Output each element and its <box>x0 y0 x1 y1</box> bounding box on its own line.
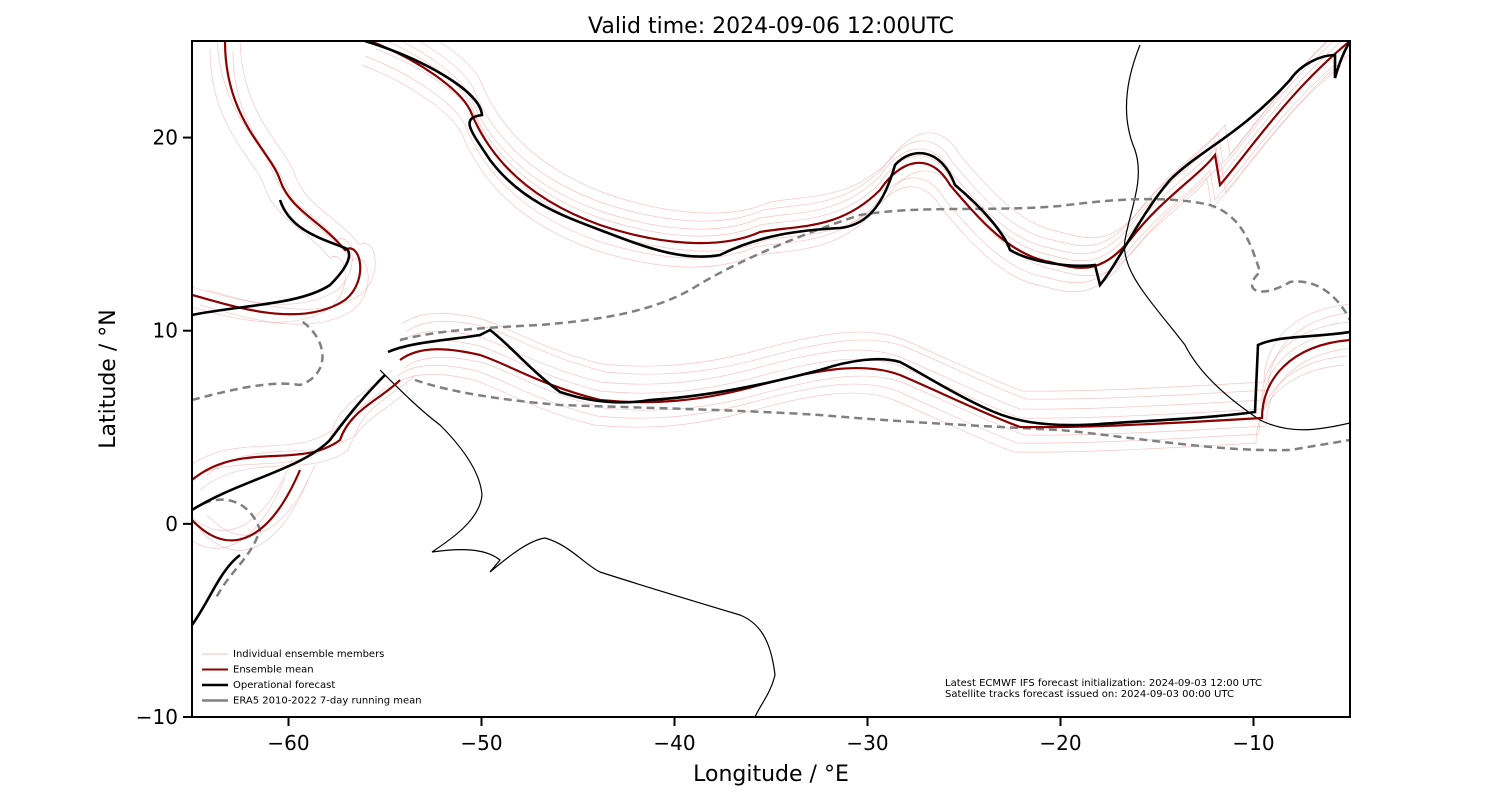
legend-label: Operational forecast <box>233 680 335 691</box>
plot-frame <box>191 40 1351 718</box>
ensemble-members <box>192 41 1350 551</box>
annotation: Satellite tracks forecast issued on: 202… <box>945 689 1234 700</box>
climatology-contour <box>192 197 1350 601</box>
map-layer <box>192 41 1350 717</box>
y-tick-label: 0 <box>165 512 178 536</box>
x-tick-label: −60 <box>267 731 309 755</box>
legend-label: Ensemble mean <box>233 665 314 676</box>
legend-label: ERA5 2010-2022 7-day running mean <box>233 696 422 707</box>
x-tick-label: −30 <box>846 731 888 755</box>
y-tick-label: −10 <box>136 705 178 729</box>
coastline <box>379 44 1350 717</box>
chart-title: Valid time: 2024-09-06 12:00UTC <box>588 14 954 39</box>
annotation: Latest ECMWF IFS forecast initialization… <box>945 678 1262 689</box>
ensemble-mean-contour <box>192 41 1350 542</box>
operational-contour <box>192 41 1350 626</box>
y-tick-label: 20 <box>153 126 178 150</box>
legend-label: Individual ensemble members <box>233 649 384 660</box>
x-tick-label: −50 <box>460 731 502 755</box>
x-tick-label: −20 <box>1039 731 1081 755</box>
y-tick-label: 10 <box>153 319 178 343</box>
x-axis-label: Longitude / °E <box>693 762 849 787</box>
x-tick-label: −10 <box>1232 731 1274 755</box>
y-axis-label: Latitude / °N <box>96 309 121 448</box>
x-tick-label: −40 <box>653 731 695 755</box>
